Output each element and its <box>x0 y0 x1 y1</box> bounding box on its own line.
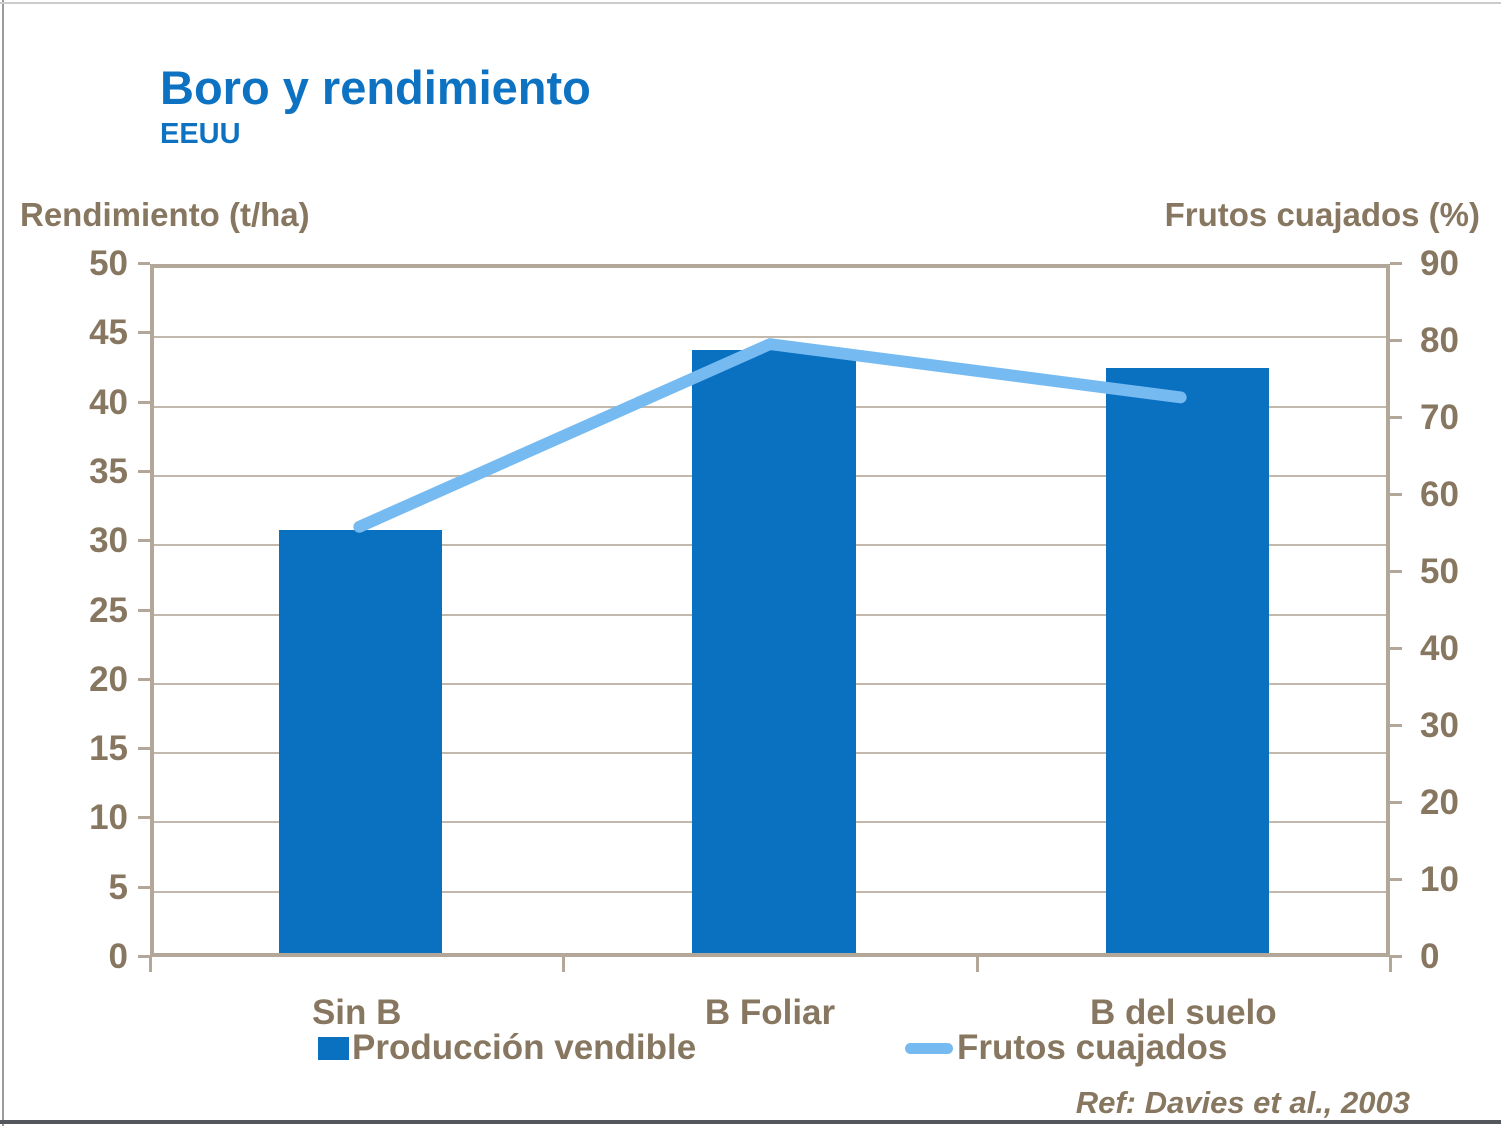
left-tick-mark <box>138 677 150 681</box>
chart-subtitle: EEUU <box>160 118 241 150</box>
plot-area <box>150 264 1390 957</box>
left-axis-tick-label: 50 <box>89 244 128 283</box>
slide-bottom-border <box>0 1120 1501 1124</box>
left-tick-mark <box>138 400 150 404</box>
right-tick-mark <box>1390 647 1402 650</box>
slide-left-border <box>2 0 4 1126</box>
category-label-2: B Foliar <box>704 993 836 1032</box>
reference-text: Ref: Davies et al., 2003 <box>1075 1085 1410 1120</box>
chart-title: Boro y rendimiento <box>160 61 591 114</box>
left-axis-tick-label: 0 <box>108 937 128 976</box>
bottom-tick-mark <box>149 957 152 972</box>
legend-label: Frutos cuajados <box>957 1028 1228 1067</box>
bottom-tick-mark <box>1389 957 1392 972</box>
left-axis-tick-label: 45 <box>89 313 128 353</box>
left-axis-title: Rendimiento (t/ha) <box>20 196 310 233</box>
line-path <box>353 338 1187 533</box>
bar-B Foliar <box>692 350 856 953</box>
category-label-1: Sin B <box>311 993 402 1032</box>
left-axis-tick-label: 10 <box>89 798 128 838</box>
left-axis-tick-label: 25 <box>89 590 128 630</box>
left-axis-tick-label: 40 <box>89 382 128 422</box>
gridline <box>154 336 1386 339</box>
right-axis-title: Frutos cuajados (%) <box>1164 196 1480 233</box>
left-axis-tick-label: 35 <box>89 451 128 491</box>
legend-item-2: Frutos cuajados <box>905 1028 1227 1068</box>
right-axis-tick-label: 60 <box>1420 475 1459 514</box>
legend-line-swatch <box>905 1042 953 1054</box>
category-label-3: B del suelo <box>1089 993 1277 1032</box>
left-tick-mark <box>138 747 150 751</box>
legend: Producción vendible Frutos cuajados <box>150 1028 1390 1078</box>
right-tick-mark <box>1390 955 1402 958</box>
legend-label: Producción vendible <box>352 1028 697 1067</box>
right-axis-tick-label: 80 <box>1420 321 1459 360</box>
bottom-tick-mark <box>562 957 566 972</box>
left-axis-tick-label: 20 <box>89 659 128 699</box>
right-axis-tick-label: 50 <box>1420 552 1459 591</box>
right-tick-mark <box>1390 339 1402 342</box>
right-tick-mark <box>1390 801 1402 804</box>
left-tick-mark <box>138 262 150 265</box>
left-tick-mark <box>138 816 150 820</box>
right-axis-tick-label: 90 <box>1420 244 1459 283</box>
right-tick-mark <box>1390 570 1402 573</box>
left-tick-mark <box>138 539 150 543</box>
slide-top-border <box>0 2 1501 4</box>
right-tick-mark <box>1390 416 1402 419</box>
line-series <box>353 338 1187 533</box>
right-tick-mark <box>1390 724 1402 727</box>
left-tick-mark <box>138 885 150 889</box>
left-tick-mark <box>138 331 150 335</box>
left-tick-mark <box>138 608 150 612</box>
left-axis-tick-label: 5 <box>108 867 128 907</box>
right-axis-tick-label: 30 <box>1420 706 1459 745</box>
right-axis-tick-label: 40 <box>1420 629 1459 668</box>
right-axis-tick-label: 70 <box>1420 398 1459 437</box>
right-tick-mark <box>1390 262 1402 265</box>
right-axis-tick-label: 20 <box>1420 783 1459 822</box>
bar-B del suelo <box>1105 368 1269 953</box>
bottom-tick-mark <box>975 957 979 972</box>
legend-bar-swatch <box>318 1036 349 1060</box>
left-axis-tick-label: 15 <box>89 729 128 769</box>
right-axis-tick-label: 0 <box>1420 937 1440 976</box>
right-tick-mark <box>1390 493 1402 496</box>
bar-Sin B <box>279 530 443 953</box>
left-axis-tick-label: 30 <box>89 521 128 561</box>
legend-item-1: Producción vendible <box>318 1028 696 1068</box>
left-tick-mark <box>138 955 150 958</box>
right-tick-mark <box>1390 878 1402 881</box>
right-axis-tick-label: 10 <box>1420 860 1459 899</box>
left-tick-mark <box>138 469 150 473</box>
